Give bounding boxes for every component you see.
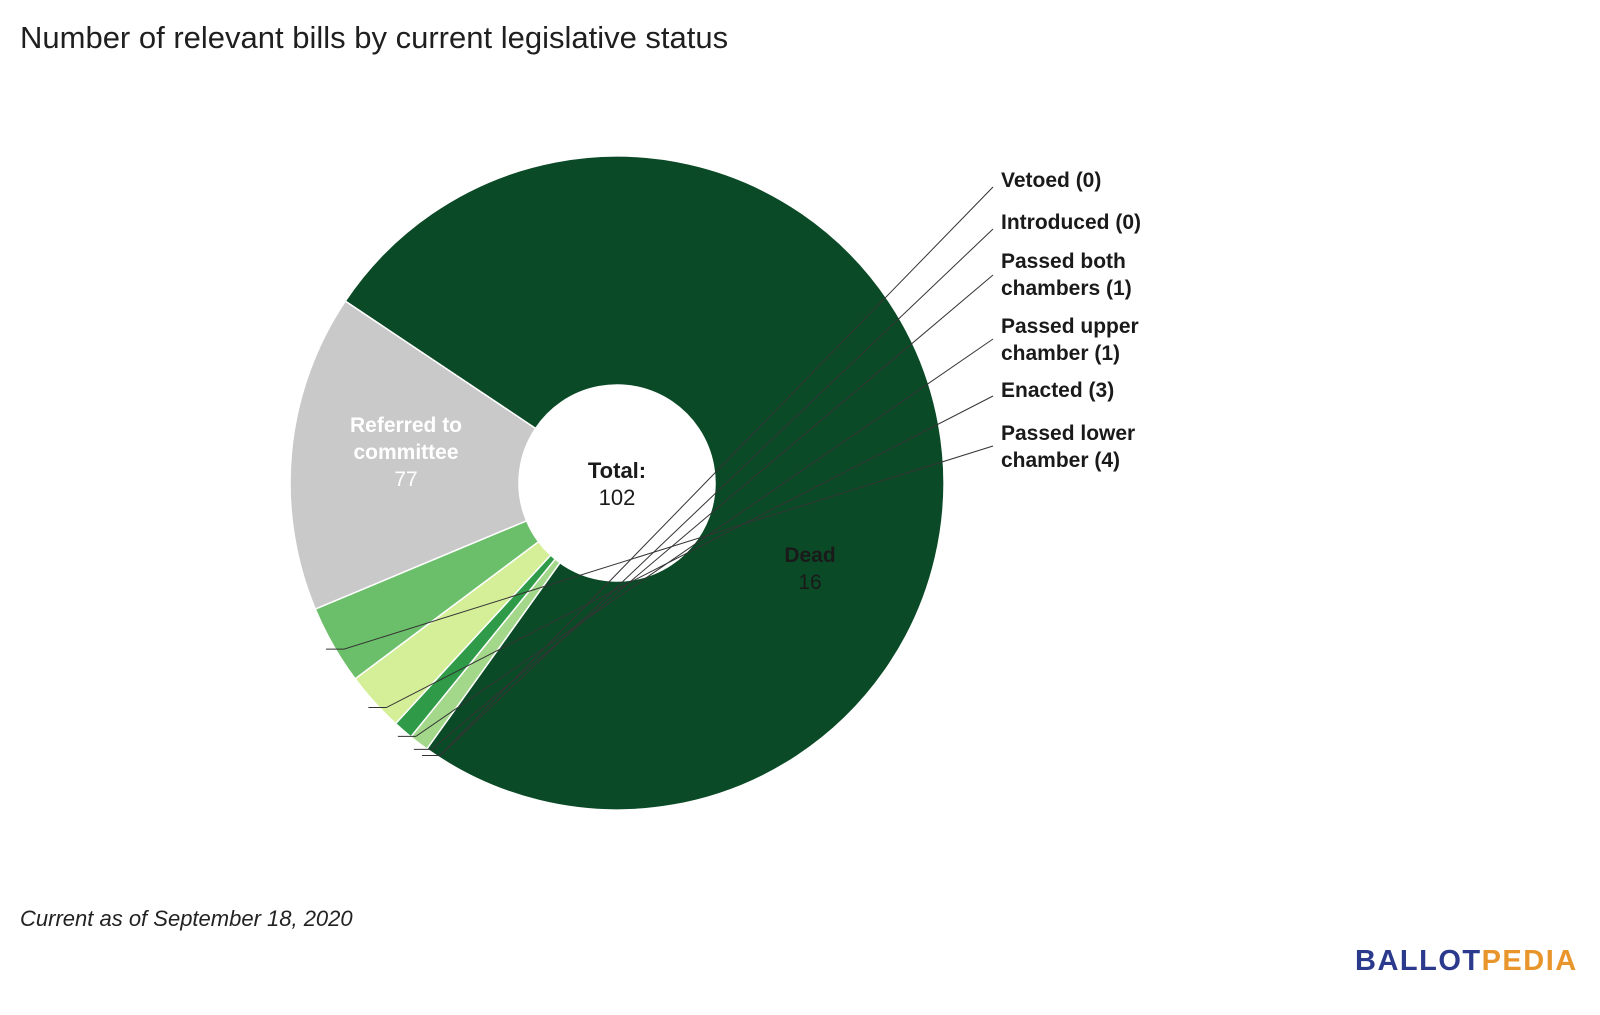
inside-label-dead: Dead 16 xyxy=(784,544,835,594)
leader-line xyxy=(422,228,994,757)
slice-dead[interactable] xyxy=(289,300,537,611)
leader-line xyxy=(413,274,994,750)
chart-title: Number of relevant bills by current legi… xyxy=(20,20,729,55)
outside-label-text: Enacted (3) xyxy=(1001,379,1114,402)
slice-referred-to-committee[interactable] xyxy=(344,155,945,811)
outside-label-text: chamber (4) xyxy=(1001,449,1120,472)
logo-part-1: BALLOT xyxy=(1355,945,1482,977)
inside-label-value: 16 xyxy=(798,571,821,594)
inside-label-text: committee xyxy=(353,441,458,464)
inside-label-text: Referred to xyxy=(350,414,462,437)
outside-label-text: Passed upper xyxy=(1001,315,1139,338)
center-label: Total: xyxy=(588,458,646,483)
outside-label-passed-upper-chamber: Passed upper chamber (1) xyxy=(397,315,1139,737)
outside-label-text: Passed lower xyxy=(1001,422,1135,445)
footnote: Current as of September 18, 2020 xyxy=(20,906,353,931)
outside-label-text: Introduced (0) xyxy=(1001,211,1141,234)
outside-label-text: Passed both xyxy=(1001,250,1126,273)
center-total-label: Total:102 xyxy=(588,458,646,510)
outside-label-passed-both-chambers: Passed both chambers (1) xyxy=(413,250,1132,750)
leader-line xyxy=(397,338,994,737)
center-total-value: 102 xyxy=(599,485,636,510)
logo-part-2: PEDIA xyxy=(1481,945,1578,977)
outside-label-text: Vetoed (0) xyxy=(1001,169,1101,192)
ballotpedia-logo: BALLOTPEDIA xyxy=(1355,945,1578,978)
leader-line xyxy=(368,395,994,709)
outside-label-text: chamber (1) xyxy=(1001,342,1120,365)
leader-line xyxy=(326,445,994,650)
inside-label-text: Dead xyxy=(784,544,835,567)
outside-label-enacted: Enacted (3) xyxy=(368,379,1114,709)
outside-label-passed-lower-chamber: Passed lower chamber (4) xyxy=(326,422,1135,650)
inside-label-referred-to-committee: Referred to committee 77 xyxy=(350,414,462,491)
outside-label-introduced: Introduced (0) xyxy=(422,211,1141,757)
inside-label-value: 77 xyxy=(394,468,417,491)
outside-label-text: chambers (1) xyxy=(1001,277,1132,300)
